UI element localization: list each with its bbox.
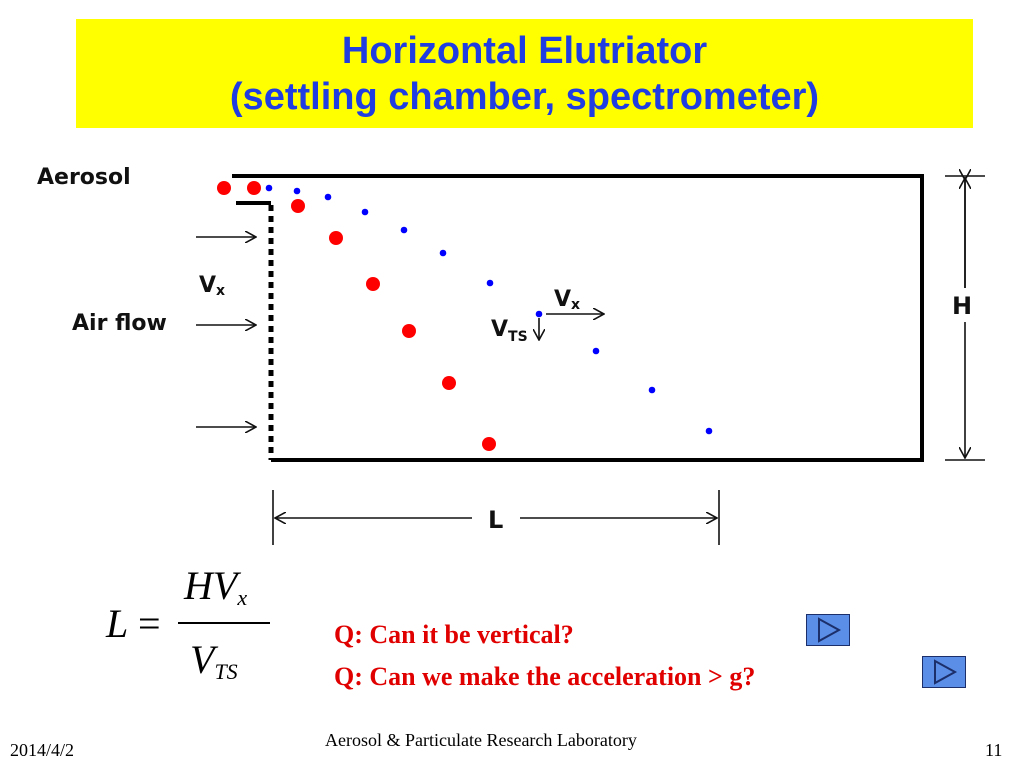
play-button[interactable] xyxy=(806,614,850,646)
large-particle xyxy=(482,437,496,451)
small-particle xyxy=(535,310,543,318)
vx-inlet-label: Vx xyxy=(199,273,225,299)
footer-date: 2014/4/2 xyxy=(10,740,75,760)
small-particle xyxy=(592,347,600,355)
length-dimension xyxy=(272,490,720,545)
play-button[interactable] xyxy=(922,656,966,688)
play-triangle-icon xyxy=(818,617,842,643)
footer-page-number: 11 xyxy=(985,740,1003,760)
play-triangle-icon xyxy=(934,659,958,685)
small-particle xyxy=(361,208,369,216)
formula-equals: = xyxy=(138,601,161,646)
length-formula: L = HVx VTS xyxy=(100,560,280,700)
formula-numerator: HVx xyxy=(184,563,248,610)
question-acceleration: Q: Can we make the acceleration > g? xyxy=(334,662,756,691)
vts-label: VTS xyxy=(491,317,528,345)
slide-title: Horizontal Elutriator xyxy=(341,29,708,72)
large-particle xyxy=(247,181,261,195)
large-particle xyxy=(291,199,305,213)
chamber-walls xyxy=(232,174,924,462)
small-particle xyxy=(439,249,447,257)
slide-subtitle: (settling chamber, spectrometer) xyxy=(229,75,820,118)
height-label: H xyxy=(952,292,972,320)
footer-lab-name: Aerosol & Particulate Research Laborator… xyxy=(325,730,637,750)
large-particle xyxy=(442,376,456,390)
height-dimension xyxy=(945,176,985,461)
large-particle-trajectory xyxy=(217,181,496,451)
large-particle xyxy=(366,277,380,291)
title-banner: Horizontal Elutriator (settling chamber,… xyxy=(76,19,973,128)
length-label: L xyxy=(488,506,503,534)
small-particle xyxy=(324,193,332,201)
fraction-bar xyxy=(178,622,270,624)
aerosol-label: Aerosol xyxy=(37,165,131,190)
question-vertical: Q: Can it be vertical? xyxy=(334,620,574,649)
airflow-label: Air flow xyxy=(72,311,167,336)
large-particle xyxy=(402,324,416,338)
formula-denominator: VTS xyxy=(190,637,238,684)
small-particle xyxy=(293,187,301,195)
vx-mid-label: Vx xyxy=(554,287,580,313)
small-particle xyxy=(705,427,713,435)
small-particle xyxy=(648,386,656,394)
airflow-arrows xyxy=(196,237,604,427)
small-particle xyxy=(486,279,494,287)
small-particle xyxy=(400,226,408,234)
small-particle xyxy=(265,184,273,192)
large-particle xyxy=(217,181,231,195)
large-particle xyxy=(329,231,343,245)
formula-lhs: L xyxy=(106,601,129,646)
small-particle-trajectory xyxy=(265,184,713,435)
